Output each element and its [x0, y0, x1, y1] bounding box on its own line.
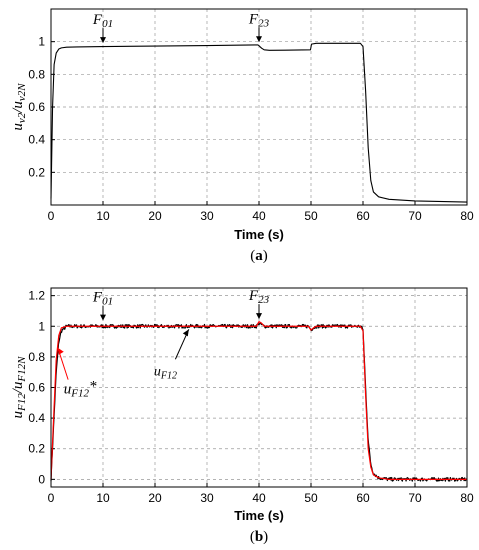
annotation-label-1-sub: 23 — [258, 17, 270, 29]
annotation-label-0-sub: 01 — [102, 18, 113, 30]
x-axis-label: Time (s) — [234, 508, 284, 523]
y-tick-label-1: 0.4 — [28, 133, 45, 147]
y-tick-label-3: 0.8 — [28, 67, 45, 81]
annotation-arrowhead-0 — [100, 37, 106, 44]
x-tick-label-5: 50 — [304, 209, 318, 223]
x-tick-label-3: 30 — [200, 209, 214, 223]
series-line-1 — [50, 321, 467, 480]
x-tick-label-4: 40 — [252, 491, 266, 505]
y-axis-label-main2: u — [10, 382, 26, 390]
y-axis-label-main: u — [10, 123, 26, 131]
annotation-label-1: F23 — [248, 11, 270, 29]
annotation-label-1-main: F — [248, 11, 259, 27]
series-line-0 — [50, 42, 468, 203]
y-tick-label-5: 1 — [38, 319, 45, 333]
x-tick-label-8: 80 — [460, 491, 474, 505]
x-tick-label-5: 50 — [304, 491, 318, 505]
panel-caption-letter: b — [255, 529, 263, 545]
annotation-label-1: F23 — [248, 288, 270, 306]
y-axis-label-sub: v2 — [16, 112, 28, 123]
x-tick-label-2: 20 — [148, 491, 162, 505]
series-label-1-arrowhead — [57, 347, 64, 355]
series-label-1-main: u — [64, 382, 72, 398]
x-tick-label-7: 70 — [408, 209, 422, 223]
annotation-arrowhead-1 — [256, 313, 262, 320]
panel-caption: (b) — [250, 529, 268, 545]
panel-caption-close: ) — [263, 529, 268, 545]
y-tick-label-0: 0 — [38, 472, 45, 486]
y-tick-label-3: 0.6 — [28, 381, 45, 395]
panel-caption: (a) — [250, 248, 268, 264]
panel-caption-close: ) — [263, 248, 268, 264]
annotation-label-0-main: F — [92, 290, 103, 306]
y-axis-label: uF12/uF12N — [10, 356, 28, 419]
annotation-label-1-sub: 23 — [258, 294, 270, 306]
series-label-0-main: u — [154, 364, 161, 379]
y-tick-label-1: 0.2 — [28, 442, 45, 456]
series-label-0: uF12 — [154, 364, 177, 381]
panel-caption-open: ( — [250, 529, 255, 545]
series-label-1: uF12* — [64, 379, 97, 400]
plot-frame — [50, 8, 468, 206]
panel-caption-letter: a — [255, 248, 263, 264]
plot-frame — [50, 287, 468, 488]
series-label-1-suffix: * — [89, 379, 97, 395]
y-tick-label-2: 0.4 — [28, 411, 45, 425]
x-tick-label-0: 0 — [48, 491, 55, 505]
x-axis-label: Time (s) — [234, 227, 284, 242]
y-axis-label-sub2: F12N — [16, 356, 28, 383]
x-tick-label-1: 10 — [96, 491, 110, 505]
y-axis-label-sub2: v2N — [16, 83, 28, 101]
annotation-label-1-main: F — [248, 288, 259, 304]
y-axis-label-main: u — [10, 411, 26, 419]
annotation-label-0: F01 — [92, 12, 113, 30]
y-axis-label-sep: / — [10, 107, 26, 114]
annotation-label-0-sub: 01 — [102, 296, 113, 308]
y-tick-label-6: 1.2 — [28, 289, 45, 303]
annotation-label-0: F01 — [92, 290, 113, 308]
annotation-arrowhead-0 — [100, 314, 106, 321]
x-tick-label-2: 20 — [148, 209, 162, 223]
x-tick-label-6: 60 — [356, 491, 370, 505]
x-tick-label-3: 30 — [200, 491, 214, 505]
annotation-label-0-main: F — [92, 12, 103, 28]
y-tick-label-0: 0.2 — [28, 165, 45, 179]
y-tick-label-4: 0.8 — [28, 350, 45, 364]
y-axis-label: uv2/uv2N — [10, 83, 28, 131]
series-label-0-sub: F12 — [160, 370, 177, 381]
y-tick-label-4: 1 — [38, 35, 45, 49]
x-tick-label-1: 10 — [96, 209, 110, 223]
y-tick-label-2: 0.6 — [28, 100, 45, 114]
series-label-0-arrowhead — [182, 329, 189, 337]
x-tick-label-4: 40 — [252, 209, 266, 223]
y-axis-label-sep: / — [10, 387, 26, 394]
annotation-arrowhead-1 — [256, 36, 262, 43]
y-axis-label-main2: u — [10, 101, 26, 109]
series-label-1-sub: F12 — [70, 388, 89, 400]
panel-caption-open: ( — [250, 248, 255, 264]
x-tick-label-8: 80 — [460, 209, 474, 223]
y-axis-label-sub: F12 — [16, 393, 28, 412]
x-tick-label-0: 0 — [48, 209, 55, 223]
x-tick-label-7: 70 — [408, 491, 422, 505]
x-tick-label-6: 60 — [356, 209, 370, 223]
